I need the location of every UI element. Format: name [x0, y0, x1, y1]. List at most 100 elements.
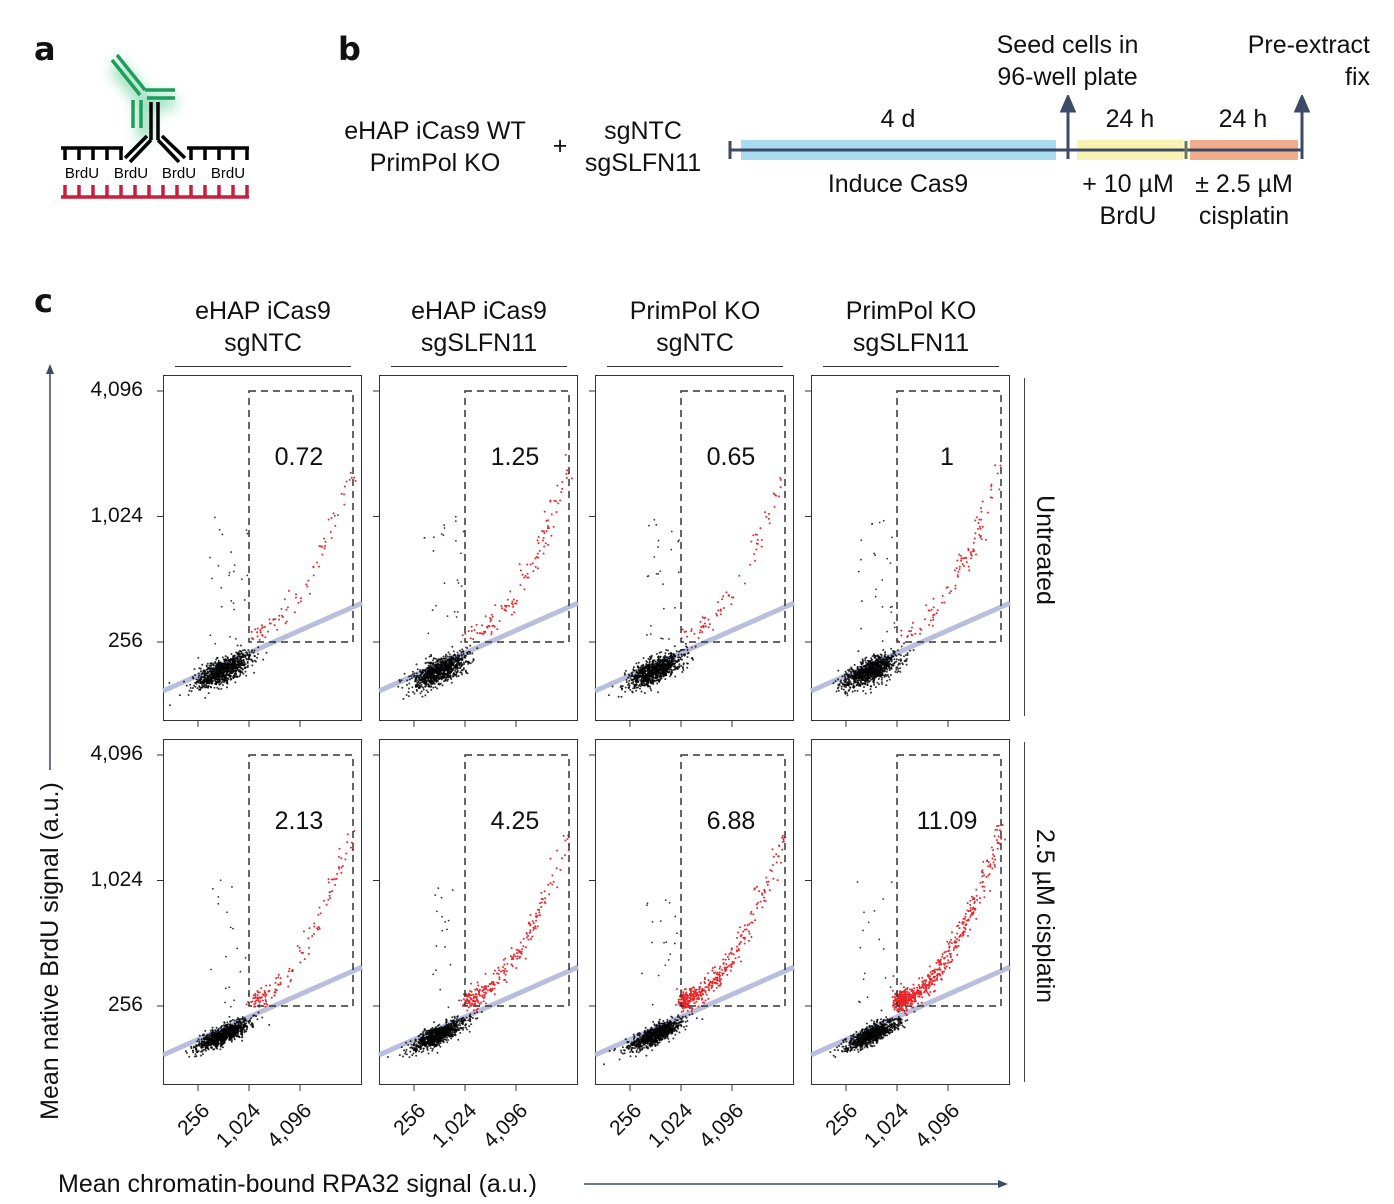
data-point	[397, 685, 400, 688]
data-point	[233, 665, 236, 668]
data-point	[209, 556, 211, 559]
data-point	[893, 626, 896, 629]
data-point	[234, 672, 237, 675]
data-point-gated	[330, 517, 333, 520]
data-point	[846, 673, 849, 676]
data-point	[844, 692, 847, 695]
data-point	[219, 671, 222, 674]
data-point	[461, 648, 464, 651]
data-point	[462, 530, 465, 533]
data-point-gated	[316, 561, 319, 564]
data-point-gated	[772, 492, 775, 495]
data-point	[215, 683, 218, 686]
data-point	[456, 579, 459, 581]
data-point	[230, 658, 233, 661]
data-point	[866, 684, 869, 687]
data-point	[193, 684, 196, 687]
data-point	[654, 666, 657, 669]
data-point-gated	[470, 625, 473, 628]
data-point	[860, 558, 862, 561]
data-point	[677, 660, 680, 663]
data-point	[444, 676, 447, 679]
data-point	[662, 665, 665, 668]
data-point	[851, 670, 854, 673]
data-point	[882, 658, 885, 661]
data-point-gated	[263, 625, 266, 628]
data-point	[405, 683, 408, 686]
data-point-gated	[504, 609, 507, 612]
data-point	[448, 653, 451, 656]
data-point	[235, 663, 238, 666]
data-point	[849, 681, 852, 684]
data-point-gated	[324, 540, 327, 543]
data-point-gated	[496, 628, 499, 631]
data-point-gated	[324, 545, 327, 548]
data-point	[233, 1038, 236, 1041]
data-point	[667, 668, 670, 671]
data-point	[229, 677, 232, 680]
data-point	[433, 674, 436, 677]
data-point	[202, 1034, 205, 1037]
data-point	[414, 680, 417, 683]
data-point-gated	[972, 541, 975, 544]
data-point	[684, 642, 687, 645]
data-point	[837, 689, 840, 692]
data-point	[437, 683, 440, 686]
data-point-gated	[284, 622, 287, 625]
data-point	[617, 695, 620, 698]
data-point	[658, 651, 661, 654]
data-point	[243, 662, 246, 665]
data-point	[901, 662, 904, 665]
data-point	[226, 657, 229, 660]
data-point	[209, 634, 212, 637]
data-point	[906, 652, 909, 655]
data-point-gated	[717, 609, 720, 612]
data-point-gated	[256, 631, 259, 634]
data-point-gated	[570, 477, 573, 480]
data-point	[656, 661, 659, 664]
data-point	[224, 679, 227, 682]
data-point	[667, 649, 670, 652]
data-point	[257, 1011, 260, 1014]
data-point	[215, 658, 218, 661]
data-point-gated	[490, 613, 493, 616]
data-point	[462, 650, 465, 653]
data-point	[212, 662, 215, 665]
data-point	[884, 653, 887, 656]
data-point	[848, 669, 851, 672]
data-point	[439, 682, 442, 685]
data-point-gated	[565, 476, 568, 479]
data-point	[229, 675, 232, 678]
data-point	[673, 645, 676, 648]
data-point-gated	[972, 548, 975, 551]
data-point	[861, 679, 864, 682]
data-point	[681, 671, 684, 674]
data-point-gated	[538, 549, 541, 552]
data-point	[607, 694, 610, 697]
data-point	[212, 664, 215, 667]
data-point	[424, 694, 427, 697]
data-point-gated	[752, 534, 755, 537]
data-point-gated	[276, 628, 279, 631]
data-point	[427, 632, 430, 635]
data-point	[472, 658, 475, 661]
data-point-gated	[527, 576, 530, 579]
data-point	[232, 602, 235, 605]
data-point	[231, 1018, 234, 1021]
data-point-gated	[708, 623, 711, 626]
data-point	[403, 672, 406, 675]
data-point	[659, 663, 662, 666]
data-point	[626, 676, 629, 679]
data-point	[241, 1029, 244, 1032]
data-point	[663, 668, 666, 671]
data-point-gated	[266, 630, 269, 633]
data-point-gated	[690, 628, 693, 631]
data-point	[461, 663, 464, 666]
data-point-gated	[779, 476, 782, 479]
data-point	[633, 685, 636, 688]
data-point	[897, 653, 900, 656]
data-point-gated	[461, 634, 464, 637]
data-point	[886, 668, 889, 671]
data-point	[869, 670, 872, 673]
data-point	[890, 667, 893, 670]
